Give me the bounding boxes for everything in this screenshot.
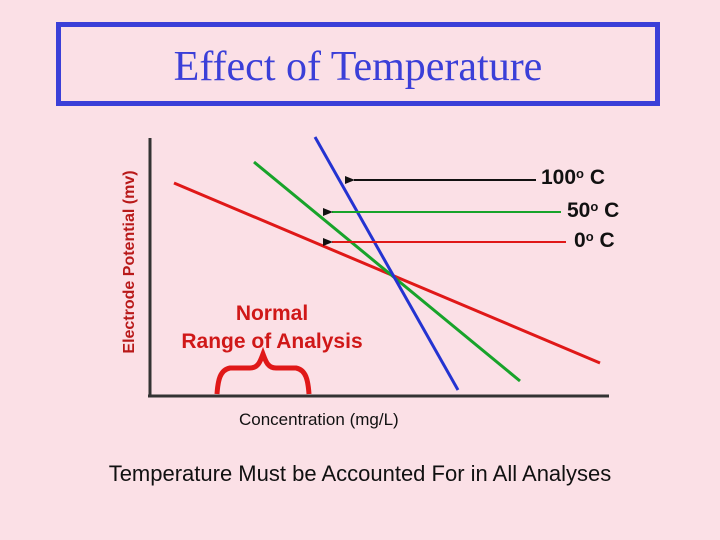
normal-range-label: Normal Range of Analysis: [166, 300, 378, 356]
title-box: Effect of Temperature: [56, 22, 660, 106]
footer-text: Temperature Must be Accounted For in All…: [108, 461, 612, 486]
label-50c: 50o C: [567, 199, 620, 222]
normal-range-line1: Normal: [235, 302, 309, 325]
normal-range-line2: Range of Analysis: [181, 330, 363, 353]
label-100c: 100o C: [541, 166, 605, 189]
range-brace: [214, 346, 312, 395]
slide-title: Effect of Temperature: [173, 44, 543, 90]
x-axis-label: Concentration (mg/L): [239, 410, 399, 429]
line-50c: [253, 160, 521, 383]
line-100c: [313, 136, 460, 391]
label-0c: 0o C: [574, 229, 615, 252]
